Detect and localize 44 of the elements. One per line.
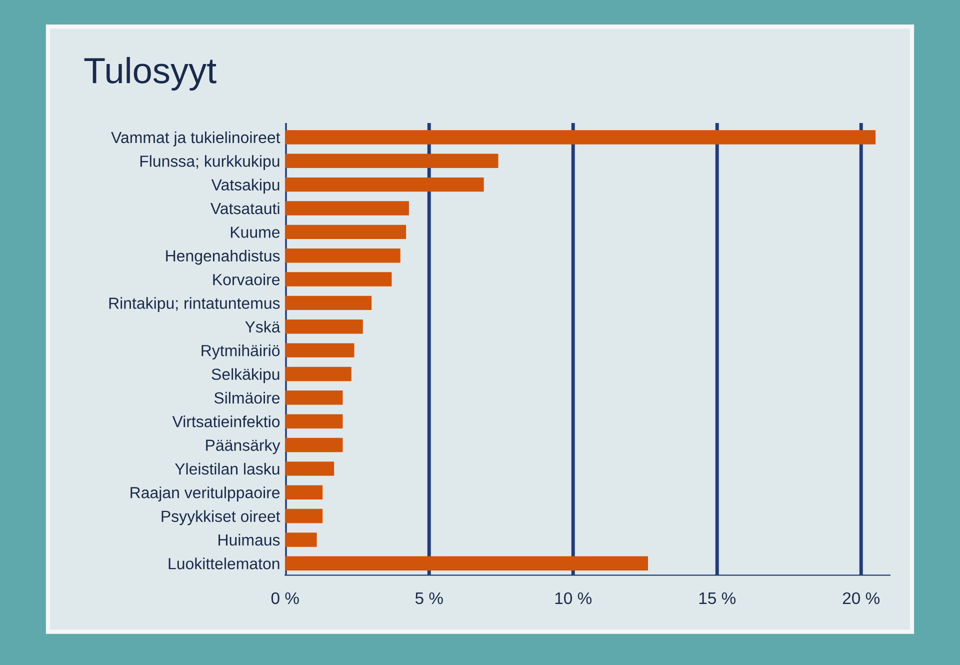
bar <box>285 462 334 476</box>
y-tick-label: Yskä <box>245 320 280 333</box>
x-tick-label: 5 % <box>415 592 443 604</box>
y-tick-label: Flunssa; kurkkukipu <box>140 155 280 170</box>
bar <box>285 508 323 524</box>
y-tick-label: Silmäoire <box>214 392 280 404</box>
y-tick-label: Raajan veritulppaoire <box>130 486 280 502</box>
bar <box>285 201 409 216</box>
chart-title: Tulosyyt <box>84 56 216 91</box>
y-tick-label: Virtsatieinfektio <box>172 416 280 428</box>
bar <box>285 366 352 382</box>
bar <box>285 390 343 405</box>
y-tick-label: Vatsatauti <box>210 202 280 214</box>
y-tick-label: Korvaoire <box>213 273 280 286</box>
bar <box>285 556 648 570</box>
y-tick-label: Psyykkiset oireet <box>162 510 280 526</box>
bar <box>285 414 343 428</box>
bar <box>285 177 484 192</box>
x-tick-label: 15 % <box>699 592 736 604</box>
y-tick-label: Päänsärky <box>206 439 280 454</box>
bar <box>285 343 354 358</box>
bar <box>285 438 343 452</box>
y-tick-label: Yleistilan lasku <box>174 462 280 475</box>
bar <box>285 296 372 310</box>
x-tick-label: 10 % <box>555 592 592 604</box>
y-tick-label: Hengenahdistus <box>166 250 280 265</box>
bar <box>285 485 323 500</box>
y-tick-label: Rintakipu; rintatuntemus <box>109 297 280 312</box>
x-tick-label: 20 % <box>842 592 880 604</box>
y-tick-label: Huimaus <box>218 534 280 546</box>
x-tick-label: 0 % <box>271 592 299 604</box>
bar <box>285 320 363 334</box>
bar <box>285 272 392 286</box>
y-tick-label: Rytmihäiriö <box>202 344 280 360</box>
bar <box>285 130 876 144</box>
bar <box>285 154 498 168</box>
bar <box>285 532 317 547</box>
y-tick-label: Vammat ja tukielinoireet <box>111 131 280 146</box>
y-tick-label: Luokittelematon <box>168 558 280 570</box>
bar <box>285 248 400 263</box>
y-tick-label: Selkäkipu <box>212 368 280 384</box>
y-tick-label: Vatsakipu <box>211 178 280 194</box>
bar <box>285 224 406 240</box>
y-tick-label: Kuume <box>230 226 280 238</box>
